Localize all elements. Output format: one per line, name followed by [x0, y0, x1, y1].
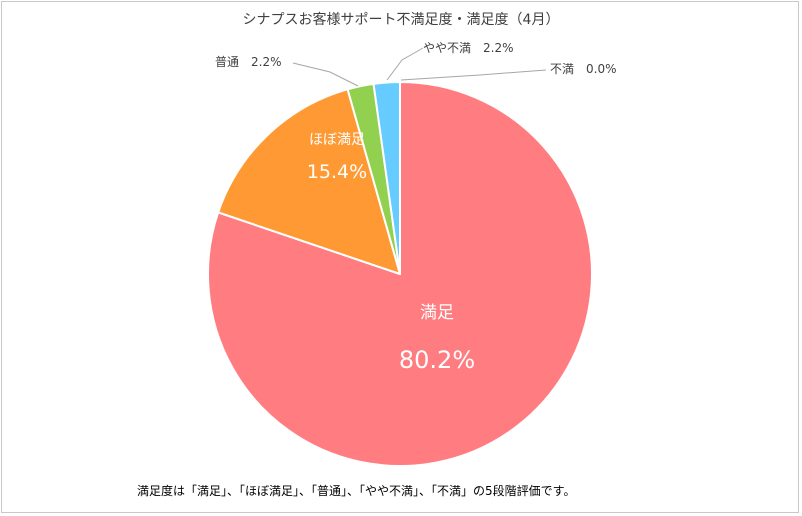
slice-label-3: やや不満 2.2%: [423, 41, 514, 55]
leader-line-2: [292, 62, 359, 87]
pie-slice-3: [372, 81, 401, 275]
chart-title: シナプスお客様サポート不満足度・満足度（4月）: [242, 12, 560, 28]
slice-label-4: 不満 0.0%: [550, 62, 617, 76]
slice-value-0: 80.2%: [399, 346, 475, 374]
leader-line-4: [400, 69, 547, 81]
pie-slice-1: [217, 88, 401, 275]
leader-line-3: [386, 47, 424, 81]
slice-label-1: ほぼ満足: [309, 132, 365, 148]
slice-value-1: 15.4%: [307, 161, 367, 183]
slice-label-2: 普通 2.2%: [215, 55, 282, 69]
slice-label-0: 満足: [420, 303, 454, 323]
chart-footnote: 満足度は「満足」、「ほぼ満足」、「普通」、「やや不満」、「不満」の5段階評価です…: [137, 484, 576, 498]
